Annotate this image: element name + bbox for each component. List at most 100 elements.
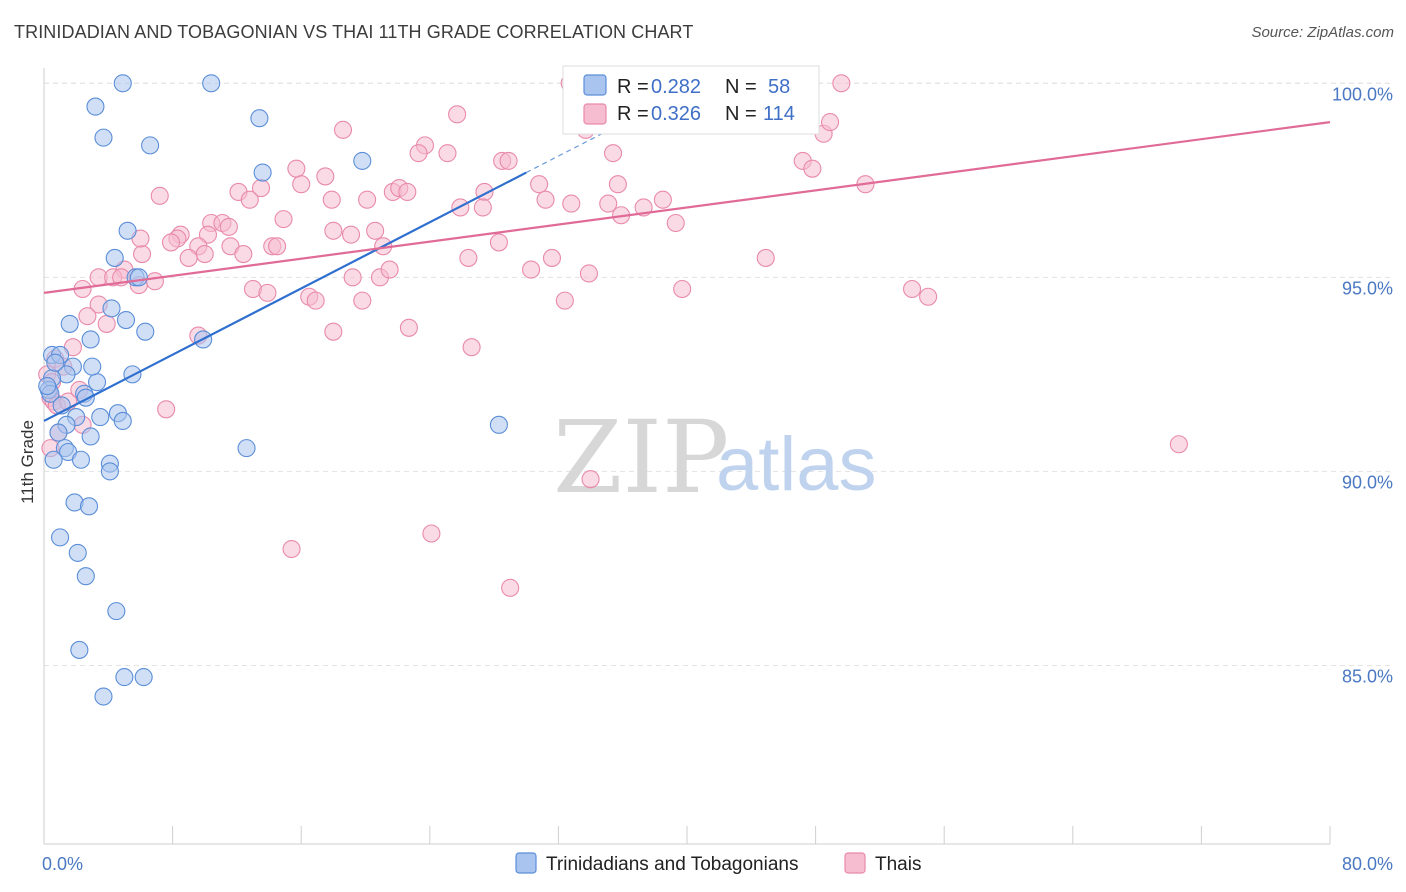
thai-point xyxy=(282,539,301,559)
thai-point xyxy=(399,318,418,337)
trinidadian-point xyxy=(51,528,70,547)
trinidadian-point xyxy=(141,136,160,155)
trinidadian-point xyxy=(118,221,137,240)
trinidadian-point xyxy=(115,668,134,687)
chart-title: TRINIDADIAN AND TOBAGONIAN VS THAI 11TH … xyxy=(14,22,694,42)
legend-r-value-pink: 0.326 xyxy=(651,103,701,125)
axes xyxy=(43,68,1331,845)
thai-point xyxy=(358,190,377,209)
trinidadian-point xyxy=(81,330,100,349)
series-legend: Trinidadians and Tobagonians Thais xyxy=(515,852,921,875)
thai-point xyxy=(324,221,343,240)
thai-point xyxy=(343,268,362,287)
trinidadian-point xyxy=(60,314,79,333)
thai-point xyxy=(756,248,775,267)
series-legend-label-pink: Thais xyxy=(875,854,921,875)
thai-point xyxy=(234,245,253,264)
thai-point xyxy=(353,291,372,310)
watermark-zip: ZIP xyxy=(553,399,729,516)
tick-labels: 100.0% 95.0% 90.0% 85.0% 0.0% 80.0% xyxy=(42,84,1393,874)
trend-lines xyxy=(43,106,1331,422)
trinidadian-point xyxy=(353,151,372,170)
trinidadian-point xyxy=(489,415,508,434)
thai-point xyxy=(462,338,481,357)
watermark-atlas: atlas xyxy=(716,422,877,507)
trinidadian-point xyxy=(202,74,221,93)
trinidadian-point xyxy=(46,353,65,372)
legend-n-label-blue: N = xyxy=(725,76,757,98)
thai-point xyxy=(489,233,508,252)
stats-legend: R = 0.282 N = 58 R = 0.326 N = 114 xyxy=(562,65,820,135)
thai-point xyxy=(145,272,164,291)
thai-point xyxy=(324,322,343,341)
thai-point xyxy=(555,291,574,310)
thai-point xyxy=(287,159,306,178)
thai-point xyxy=(673,279,692,299)
trinidadian-point xyxy=(94,687,113,706)
trinidadian-point xyxy=(113,74,132,93)
thai-point xyxy=(438,144,457,163)
trinidadian-trend-line xyxy=(43,171,527,422)
thai-point xyxy=(579,264,598,283)
thai-point xyxy=(599,194,618,213)
legend-swatch-pink xyxy=(583,103,607,125)
thai-point xyxy=(219,217,238,236)
trinidadian-point xyxy=(129,268,148,287)
series-legend-label-blue: Trinidadians and Tobagonians xyxy=(546,854,798,875)
legend-r-value-blue: 0.282 xyxy=(651,76,701,98)
y-tick-label: 100.0% xyxy=(1332,84,1393,104)
trinidadian-point xyxy=(134,668,153,687)
thai-point xyxy=(240,190,259,209)
thai-point xyxy=(179,248,198,267)
legend-n-value-pink: 114 xyxy=(763,103,795,125)
thai-point xyxy=(581,470,600,489)
thai-point xyxy=(380,260,399,279)
thai-point xyxy=(604,144,623,163)
thai-point xyxy=(133,245,152,264)
thai-point xyxy=(198,225,218,244)
trinidadian-point xyxy=(86,97,105,116)
y-axis-label: 11th Grade xyxy=(18,420,37,504)
thai-point xyxy=(536,190,555,209)
thai-point xyxy=(161,233,181,252)
series-legend-swatch-blue xyxy=(515,852,537,874)
thai-point xyxy=(832,74,851,93)
watermark: ZIP atlas xyxy=(553,399,877,516)
thai-point xyxy=(821,113,840,132)
thai-trend-line xyxy=(43,121,1331,294)
trinidadian-point xyxy=(76,567,95,586)
legend-swatch-blue xyxy=(583,74,607,96)
thai-point xyxy=(522,260,541,279)
thai-point xyxy=(422,524,441,543)
thai-point xyxy=(150,186,169,205)
y-tick-label: 95.0% xyxy=(1342,278,1393,298)
thai-point xyxy=(530,175,549,194)
trinidadian-point xyxy=(253,163,272,182)
trinidadian-point xyxy=(79,497,99,516)
trinidadian-point xyxy=(237,439,256,458)
trinidadian-point xyxy=(100,462,119,481)
thai-point xyxy=(333,120,353,139)
trinidadian-point xyxy=(91,408,110,427)
thai-point xyxy=(608,175,627,194)
thai-point xyxy=(409,144,428,163)
y-tick-label: 90.0% xyxy=(1342,472,1393,492)
thai-point xyxy=(542,248,562,267)
x-tick-label: 0.0% xyxy=(42,854,83,874)
thai-point xyxy=(316,167,335,186)
thai-point xyxy=(157,400,176,419)
thai-point xyxy=(341,225,361,244)
thai-point xyxy=(562,194,581,213)
legend-r-label-pink: R = xyxy=(617,103,649,125)
trinidadian-point xyxy=(250,109,269,128)
trinidadian-point xyxy=(38,376,57,396)
trinidadian-points xyxy=(38,74,508,706)
legend-n-value-blue: 58 xyxy=(768,76,790,98)
trinidadian-point xyxy=(70,640,89,659)
thai-point xyxy=(97,314,116,333)
trinidadian-point xyxy=(105,248,124,267)
trinidadian-point xyxy=(71,450,91,469)
thai-point xyxy=(653,190,672,209)
trinidadian-point xyxy=(44,450,63,469)
thai-point xyxy=(919,287,938,306)
